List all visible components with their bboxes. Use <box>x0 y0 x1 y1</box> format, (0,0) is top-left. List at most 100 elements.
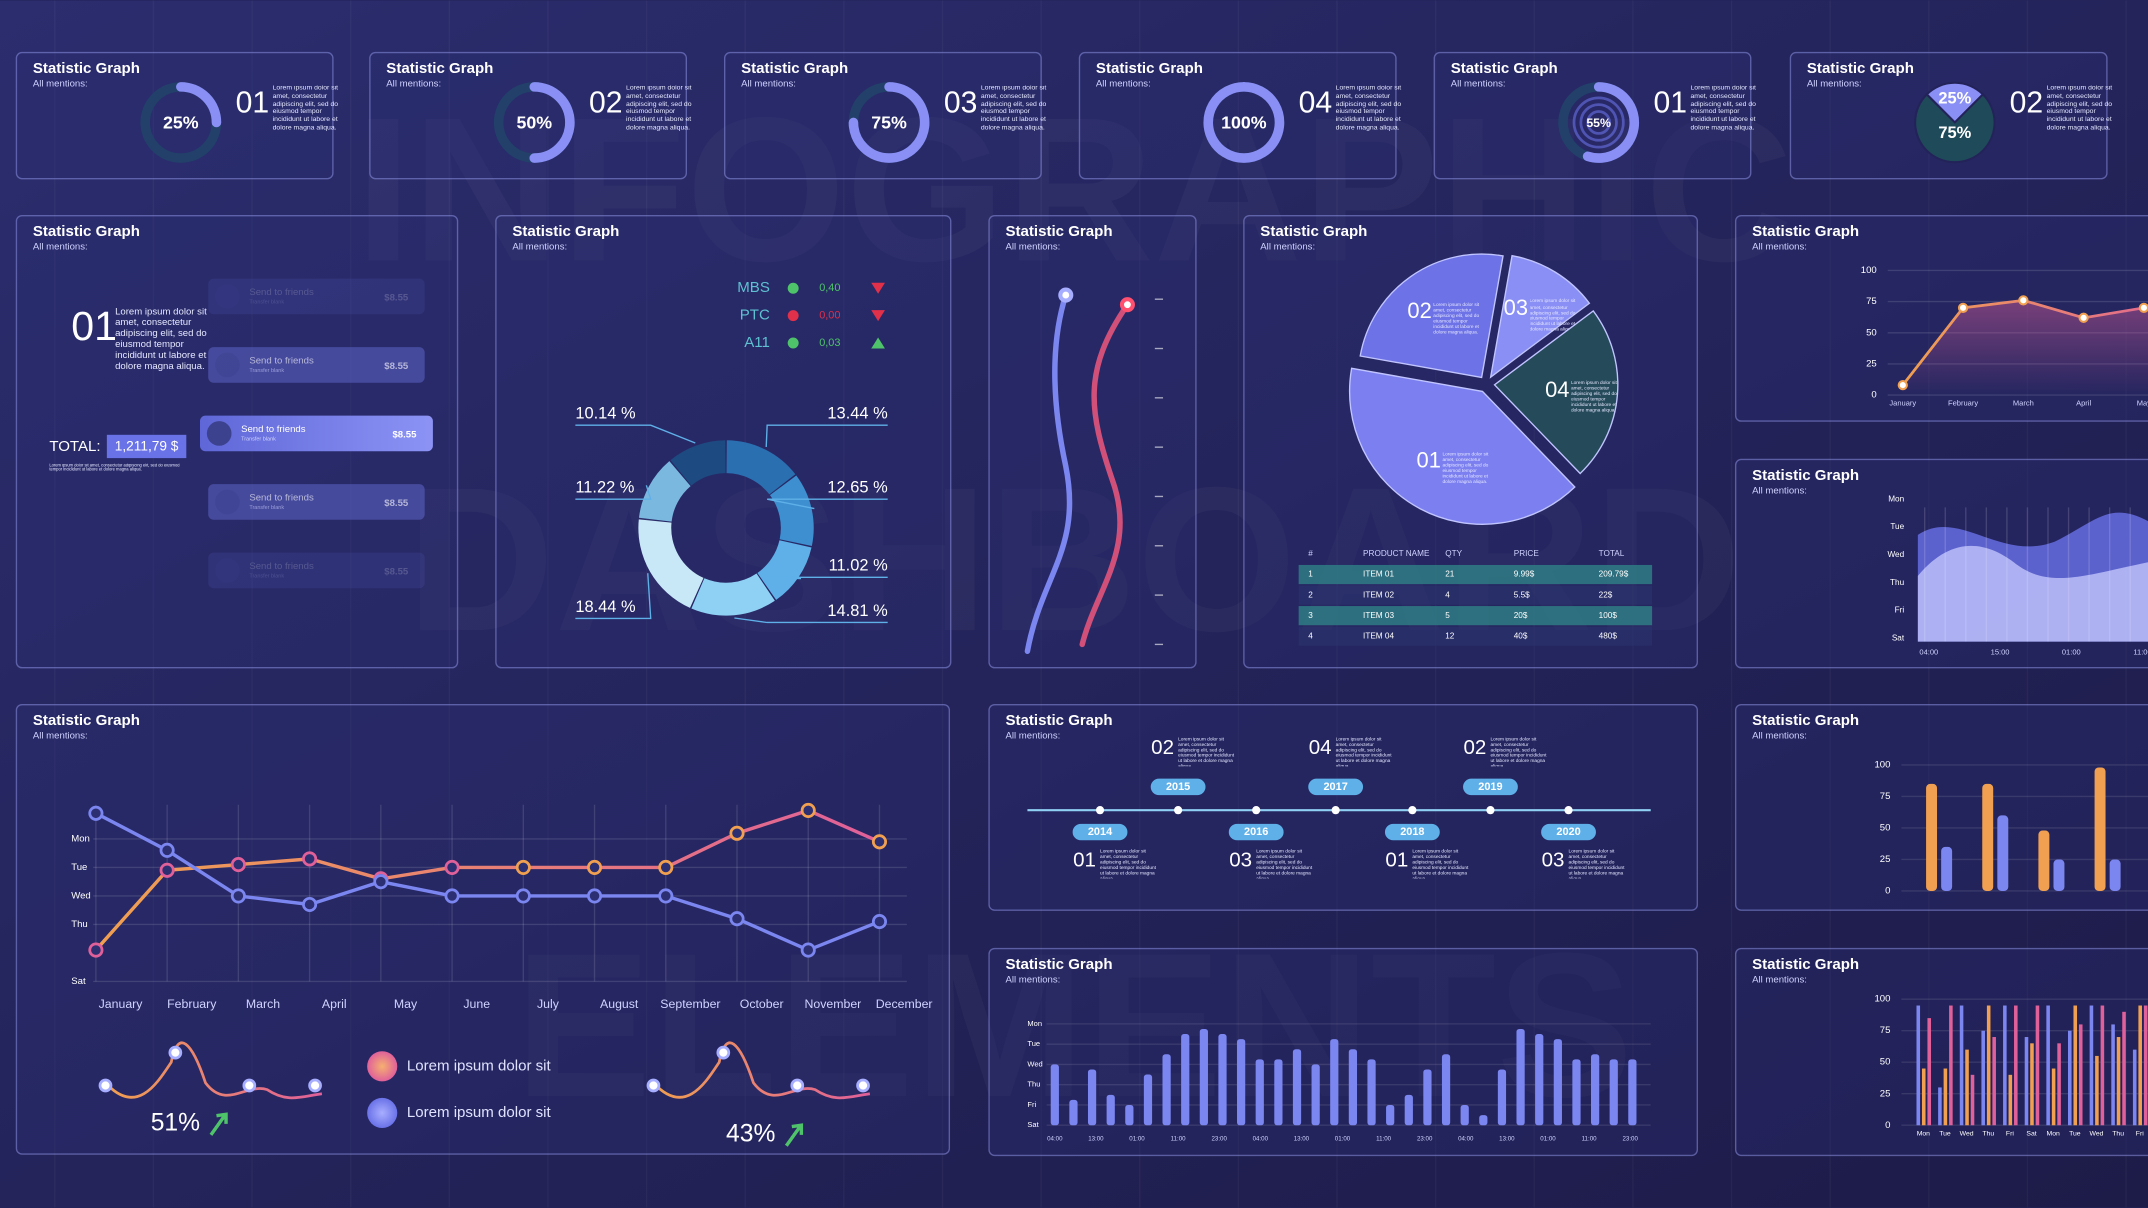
bar <box>2078 1024 2083 1126</box>
wave-pink <box>1079 301 1131 648</box>
table-header: TOTAL <box>1599 549 1625 558</box>
bar <box>1348 1049 1358 1126</box>
ring-label: 10.14 % <box>575 405 636 423</box>
lorem-block: Lorem ipsum dolor sit amet, consectetur … <box>981 85 1046 131</box>
bar <box>1938 1087 1942 1126</box>
legend-value: 0,40 <box>819 282 840 294</box>
wave-dot <box>1119 297 1135 313</box>
x-tick-label: 01:00 <box>1129 1136 1145 1143</box>
bar <box>1143 1074 1153 1126</box>
bar <box>1181 1034 1190 1126</box>
x-tick-label: March <box>246 997 280 1011</box>
x-tick-label: October <box>740 997 784 1011</box>
ring-segment <box>691 573 775 616</box>
bar <box>1050 1064 1059 1126</box>
ring-label: 12.65 % <box>827 479 888 497</box>
bar <box>1311 1064 1320 1126</box>
item-sub: Transfer blank <box>249 299 284 305</box>
bar <box>1921 1068 1926 1126</box>
bar <box>2051 1068 2056 1126</box>
year-pill <box>1463 778 1518 796</box>
line-point <box>2078 312 2089 323</box>
line-point <box>871 834 888 850</box>
lorem-block: Lorem ipsum dolor sit amet, consectetur … <box>1100 849 1156 879</box>
legend-dot <box>787 337 799 349</box>
gauge-number: 02 <box>589 87 623 120</box>
line-point <box>302 896 318 913</box>
bar <box>2116 1037 2121 1126</box>
leader-line <box>767 498 888 510</box>
bar <box>2132 1049 2137 1126</box>
line-point <box>2018 295 2029 306</box>
gauge-number: 01 <box>236 87 270 120</box>
timeline-dot <box>1174 806 1183 815</box>
leader-line <box>575 573 652 620</box>
gauge-arc <box>176 82 222 128</box>
table-cell: 2 <box>1308 590 1313 599</box>
item-icon <box>215 558 240 583</box>
x-tick-label: April <box>322 997 347 1011</box>
bar <box>2053 859 2065 891</box>
line-point <box>587 859 603 875</box>
bar <box>1997 815 2009 891</box>
legend-dot <box>787 282 799 294</box>
y-tick-label: 0 <box>1885 1120 1890 1131</box>
table-header: # <box>1308 549 1313 558</box>
line-point <box>800 802 816 818</box>
year-pill <box>1308 778 1364 796</box>
lorem-text: Lorem ipsum dolor sit amet, consectetur … <box>1490 736 1547 766</box>
x-tick-label: Thu <box>2112 1130 2124 1137</box>
line-point <box>159 862 175 878</box>
panel-title: Statistic Graph <box>1096 60 1203 77</box>
lorem-text: Lorem ipsum dolor sit amet, consectetur … <box>626 85 692 132</box>
gauge-number: 01 <box>1653 87 1687 120</box>
line <box>94 808 881 952</box>
bar <box>1237 1039 1246 1126</box>
item-title: Send to friends <box>249 492 314 503</box>
panel-subtitle: All mentions: <box>33 731 88 742</box>
bar <box>2003 1005 2007 1126</box>
panel-subtitle: All mentions: <box>1006 975 1061 986</box>
x-tick-label: September <box>660 997 720 1011</box>
legend-label: Lorem ipsum dolor sit <box>407 1057 552 1074</box>
panel-title: Statistic Graph <box>741 60 848 77</box>
list-number: 01 <box>71 303 117 349</box>
leader-line <box>767 576 888 580</box>
x-tick-label: Tue <box>2069 1130 2081 1137</box>
stat-label: 43% <box>726 1120 775 1147</box>
mini-wave-dot <box>168 1045 183 1060</box>
y-tick-label: 50 <box>1880 1057 1891 1068</box>
list-item <box>200 415 433 452</box>
spiral-ring <box>1586 110 1611 135</box>
x-tick-label: 11:00 <box>1171 1136 1187 1143</box>
item-icon <box>206 421 232 446</box>
x-tick-label: November <box>804 997 861 1011</box>
line-point <box>587 888 603 904</box>
bar <box>2030 1043 2034 1126</box>
item-title: Send to friends <box>249 561 314 572</box>
line-point <box>88 942 104 958</box>
bar <box>1497 1069 1507 1126</box>
item-price: $8.55 <box>384 292 409 303</box>
leader-line <box>575 485 652 500</box>
bar <box>1949 1005 1953 1126</box>
x-label: 15:00 <box>1991 648 2010 657</box>
bar <box>2014 1005 2018 1126</box>
legend-name: MBS <box>737 279 770 296</box>
table-header: QTY <box>1445 549 1462 558</box>
ring-segment <box>670 440 726 486</box>
bar <box>1087 1069 1097 1126</box>
ring-segment <box>769 475 814 547</box>
mini-wave-dot <box>646 1078 661 1093</box>
table-cell: 480$ <box>1599 631 1618 640</box>
ring-label: 11.02 % <box>829 557 888 575</box>
legend-arrow <box>871 282 885 294</box>
gauge-label: 25% <box>1938 90 1971 108</box>
bar <box>1941 846 1953 891</box>
bar <box>2089 1005 2094 1126</box>
y-tick-label: Mon <box>1027 1019 1042 1028</box>
panel-title: Statistic Graph <box>1752 956 1859 973</box>
leader-line <box>734 617 888 624</box>
item-sub: Transfer blank <box>249 505 284 511</box>
bar <box>1255 1059 1264 1126</box>
